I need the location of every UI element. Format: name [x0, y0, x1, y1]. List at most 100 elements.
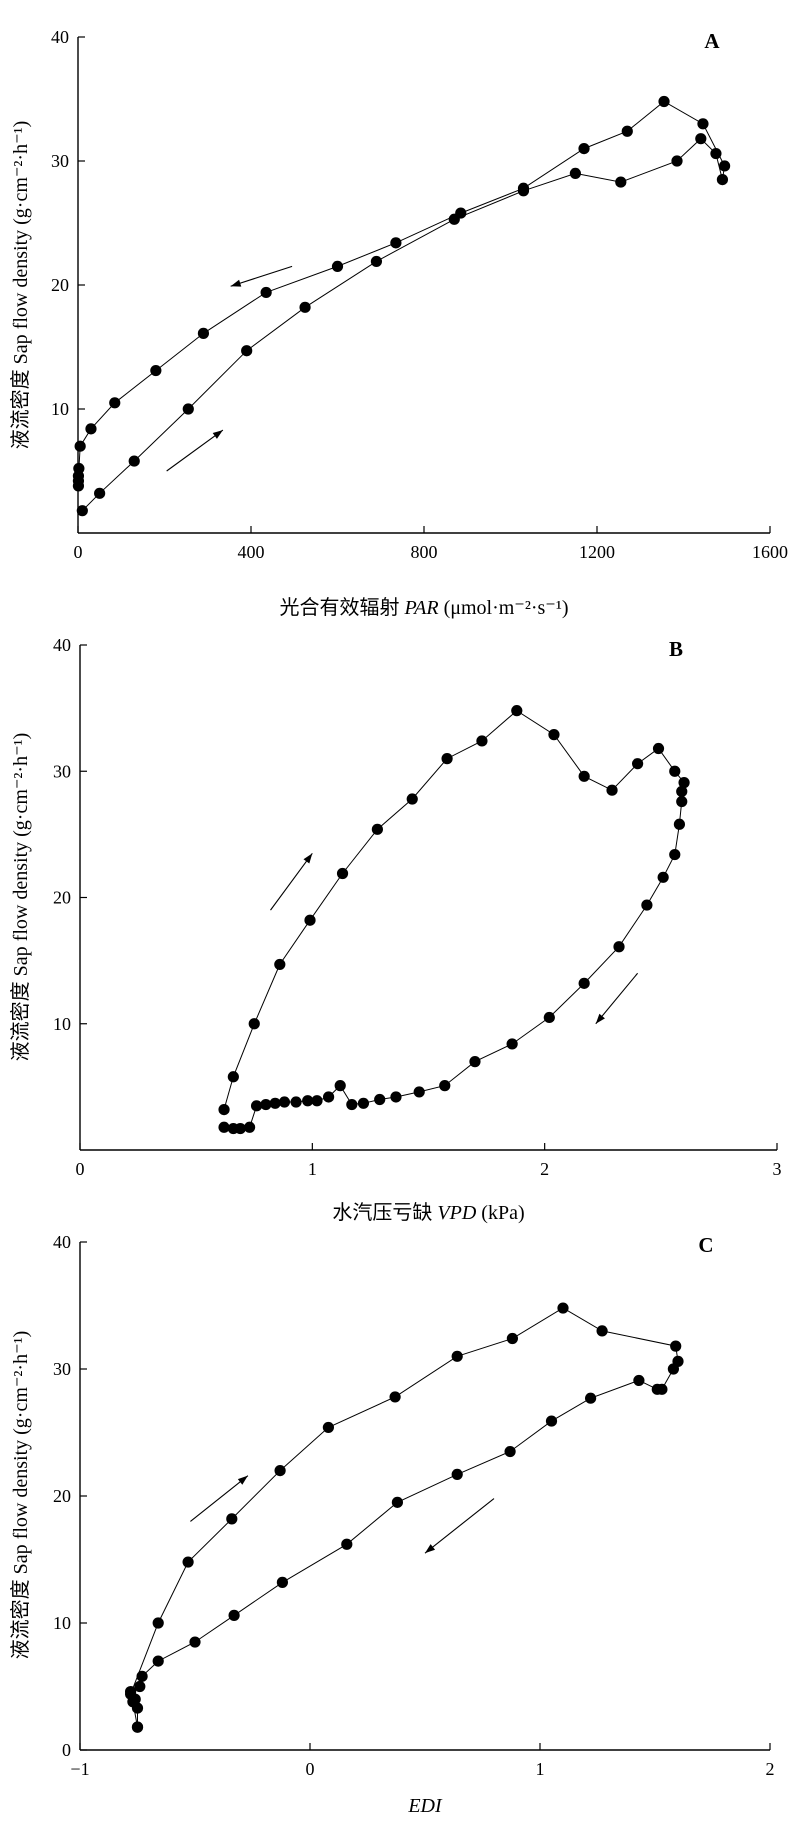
y-tick-label: 20	[53, 1486, 71, 1506]
series-line	[129, 1307, 679, 1728]
data-point	[676, 795, 688, 808]
data-point	[127, 1696, 139, 1708]
series-line	[223, 710, 685, 1129]
data-point	[189, 1636, 201, 1648]
x-tick-label: 1200	[579, 542, 615, 562]
data-point	[85, 423, 97, 435]
data-point	[615, 176, 627, 188]
arrow-head	[212, 430, 223, 439]
arrow-head	[237, 1475, 248, 1485]
direction-arrow	[230, 265, 293, 287]
data-point	[658, 95, 670, 108]
y-tick-label: 20	[53, 888, 71, 908]
data-point	[669, 848, 681, 861]
data-point	[72, 480, 85, 492]
direction-arrow	[595, 972, 639, 1025]
x-tick-label: 1	[536, 1759, 545, 1779]
arrow-head	[425, 1544, 436, 1554]
data-point	[322, 1091, 335, 1103]
data-point	[290, 1096, 302, 1108]
x-tick-label: 0	[76, 1159, 85, 1179]
data-point	[652, 742, 665, 755]
data-point	[548, 729, 560, 741]
data-point	[304, 914, 316, 926]
data-point	[390, 1091, 402, 1103]
data-point	[569, 167, 581, 179]
data-point	[311, 1095, 323, 1107]
data-point	[302, 1095, 314, 1107]
arrow-shaft	[270, 852, 313, 911]
data-point	[469, 1056, 481, 1068]
data-point	[244, 1121, 256, 1133]
data-point	[274, 1465, 286, 1477]
data-point	[341, 1538, 353, 1550]
data-point	[671, 155, 683, 167]
data-point	[128, 455, 140, 467]
data-point	[276, 1576, 288, 1588]
data-point	[370, 255, 383, 268]
y-tick-label: 30	[51, 151, 69, 171]
y-tick-label: 40	[53, 1232, 71, 1252]
data-point	[357, 1097, 370, 1109]
data-point	[334, 1080, 346, 1092]
data-point	[218, 1121, 230, 1133]
data-point	[218, 1104, 230, 1116]
data-point	[504, 1445, 516, 1458]
data-point	[109, 397, 121, 409]
arrow-head	[230, 279, 242, 287]
y-axis-label: 液流密度 Sap flow density (g·cm⁻²·h⁻¹)	[9, 1331, 32, 1660]
data-point	[641, 899, 653, 911]
data-point	[241, 345, 253, 357]
data-point	[182, 1556, 194, 1568]
x-axis-label-main: 水汽压亏缺	[332, 1201, 437, 1224]
data-point	[718, 160, 731, 172]
x-axis-label-variable: VPD	[437, 1202, 476, 1224]
x-tick-label: 800	[411, 542, 438, 562]
y-tick-label: 0	[62, 1740, 71, 1760]
data-point	[557, 1302, 569, 1314]
data-point	[672, 1355, 684, 1367]
data-point	[676, 785, 688, 798]
data-point	[299, 301, 311, 313]
data-point	[543, 1011, 555, 1024]
panel-label: A	[704, 29, 720, 53]
data-point	[371, 823, 383, 835]
arrow-shaft	[190, 1475, 249, 1522]
data-point	[274, 958, 286, 971]
data-point	[439, 1080, 451, 1092]
data-point	[136, 1670, 148, 1682]
direction-arrow	[424, 1498, 495, 1554]
data-point	[182, 403, 194, 415]
arrow-shaft	[424, 1498, 495, 1554]
data-point	[578, 977, 590, 989]
panel-label: B	[669, 637, 683, 661]
y-tick-label: 10	[53, 1613, 71, 1633]
y-tick-label: 20	[51, 275, 69, 295]
data-point	[578, 143, 590, 155]
data-point	[451, 1468, 463, 1481]
y-tick-label: 30	[53, 761, 71, 781]
x-tick-label: 1600	[752, 542, 788, 562]
data-point	[511, 705, 523, 717]
data-point	[390, 237, 402, 249]
data-point	[322, 1421, 334, 1434]
data-point	[389, 1391, 401, 1403]
data-point	[278, 1096, 291, 1108]
x-axis-label-unit: (kPa)	[476, 1202, 524, 1224]
data-point	[633, 1374, 645, 1387]
data-point	[197, 327, 210, 339]
y-tick-label: 40	[51, 27, 69, 47]
data-point	[596, 1325, 608, 1337]
arrow-shaft	[230, 265, 293, 287]
data-point	[545, 1415, 558, 1427]
arrow-head	[303, 853, 313, 864]
data-point	[451, 1350, 463, 1362]
data-point	[226, 1513, 238, 1525]
data-point	[657, 871, 669, 883]
data-point	[269, 1097, 281, 1109]
x-axis-label: 光合有效辐射 PAR (μmol·m⁻²·s⁻¹)	[280, 596, 569, 619]
data-point	[391, 1496, 403, 1508]
data-point	[606, 784, 618, 796]
x-axis-label-variable: EDI	[407, 1795, 443, 1817]
data-point	[331, 260, 344, 272]
